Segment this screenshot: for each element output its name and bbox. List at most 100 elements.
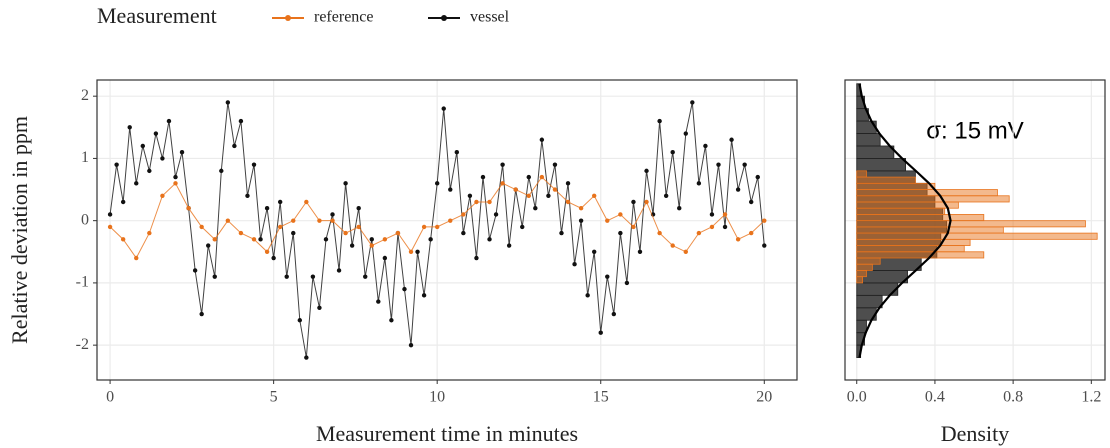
legend-label: reference — [314, 9, 374, 26]
point — [598, 330, 603, 335]
point — [565, 181, 571, 186]
histogram-bar — [856, 145, 895, 159]
point — [304, 199, 309, 205]
point — [238, 118, 244, 124]
point — [663, 193, 669, 198]
point — [539, 137, 545, 142]
legend-swatch — [285, 15, 291, 21]
x-tick-label: 0.4 — [925, 389, 945, 406]
histogram-bar — [856, 232, 1098, 240]
histogram-bar — [856, 133, 881, 147]
point — [330, 212, 335, 217]
point — [729, 137, 734, 142]
x-tick-label: 0.8 — [1003, 389, 1023, 406]
point — [408, 249, 414, 254]
x-tick-label: 20 — [756, 389, 772, 406]
point — [506, 243, 512, 248]
point — [624, 280, 630, 286]
legend-title: Measurement — [97, 3, 217, 28]
annotation: σ: 15 mV — [926, 117, 1024, 144]
point — [219, 168, 224, 174]
histogram-bar — [856, 319, 867, 334]
point — [644, 199, 649, 205]
point — [585, 293, 590, 298]
x-tick-label: 0.0 — [847, 389, 867, 406]
point — [140, 143, 145, 149]
point — [526, 174, 531, 180]
legend-swatch — [441, 15, 447, 21]
point — [284, 274, 289, 279]
point — [192, 268, 198, 273]
point — [173, 181, 178, 186]
point — [526, 193, 531, 198]
panel-border — [844, 79, 1106, 381]
x-tick-label: 1.2 — [1081, 389, 1101, 406]
point — [421, 293, 427, 298]
point — [480, 174, 486, 180]
point — [212, 274, 217, 279]
point — [258, 237, 263, 242]
y-tick-label: 0 — [81, 211, 89, 228]
point — [631, 199, 636, 205]
point — [461, 230, 466, 236]
y-tick-label: -1 — [76, 274, 89, 291]
point — [742, 162, 747, 167]
point — [670, 243, 675, 248]
point — [591, 193, 597, 198]
point — [677, 206, 682, 211]
density-curve — [858, 83, 952, 358]
point — [297, 318, 303, 323]
point — [147, 230, 152, 236]
point — [120, 237, 126, 242]
point — [134, 181, 139, 186]
point — [690, 100, 695, 105]
point — [225, 218, 231, 223]
point — [402, 286, 407, 292]
point — [533, 206, 538, 211]
point — [382, 255, 388, 261]
point — [343, 230, 348, 236]
point — [415, 249, 420, 254]
point — [448, 187, 453, 192]
point — [578, 218, 584, 223]
point — [238, 230, 244, 236]
point — [670, 149, 675, 155]
point — [277, 199, 283, 205]
point — [454, 149, 460, 155]
point — [310, 274, 316, 279]
point — [552, 162, 558, 167]
histogram-bar — [856, 294, 883, 309]
point — [722, 212, 728, 217]
point — [173, 174, 178, 180]
point — [605, 218, 610, 223]
histogram-bar — [856, 270, 867, 278]
point — [631, 224, 636, 230]
point — [363, 274, 368, 279]
point — [467, 193, 473, 198]
point — [487, 199, 492, 205]
x-tick-label: 5 — [270, 389, 278, 406]
y-tick-label: -2 — [76, 336, 89, 353]
histogram-bar — [856, 170, 867, 178]
point — [166, 118, 172, 124]
point — [107, 224, 113, 230]
point — [120, 199, 126, 205]
point — [709, 212, 715, 217]
histogram-bar — [856, 226, 1004, 234]
point — [709, 224, 715, 230]
point — [408, 342, 414, 348]
point — [434, 181, 440, 186]
point — [134, 255, 139, 261]
point — [474, 199, 479, 205]
point — [264, 249, 270, 254]
point — [762, 218, 767, 223]
point — [749, 230, 754, 236]
point — [356, 206, 361, 211]
point — [160, 193, 165, 198]
y-tick-label: 1 — [81, 149, 89, 166]
point — [428, 237, 433, 242]
histogram-bar — [856, 195, 1010, 203]
point — [271, 255, 276, 261]
